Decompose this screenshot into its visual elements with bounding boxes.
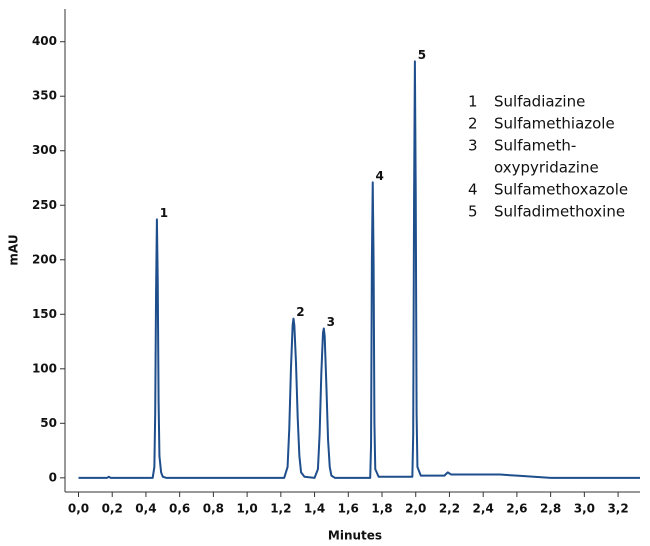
legend-name: Sulfadimethoxine [494,203,625,221]
x-tick-label: 2,6 [506,502,527,516]
y-tick-label: 50 [40,416,57,430]
peak-label: 2 [296,305,304,319]
y-tick-label: 100 [32,361,57,375]
peak-label: 5 [418,48,426,62]
x-tick-label: 1,8 [371,502,392,516]
x-tick-label: 0,0 [68,502,89,516]
legend-number: 4 [468,181,478,199]
y-tick-label: 350 [32,89,57,103]
legend-name: Sulfameth- [494,137,576,155]
x-tick-label: 3,2 [607,502,628,516]
y-tick-label: 0 [49,470,57,484]
x-tick-label: 2,0 [405,502,426,516]
x-tick-label: 0,8 [203,502,224,516]
x-tick-label: 2,4 [473,502,494,516]
y-tick-label: 200 [32,252,57,266]
peak-label: 3 [327,315,335,329]
x-tick-label: 0,4 [135,502,156,516]
x-tick-label: 0,6 [169,502,190,516]
x-tick-label: 1,6 [338,502,359,516]
legend-name: Sulfadiazine [494,93,585,111]
legend-number: 3 [468,137,478,155]
legend-number: 5 [468,203,478,221]
trace [78,60,640,479]
peak-label: 1 [160,206,168,220]
y-tick-label: 150 [32,307,57,321]
y-tick-label: 250 [32,198,57,212]
legend-name: Sulfamethoxazole [494,181,628,199]
y-tick-label: 400 [32,34,57,48]
x-tick-label: 1,2 [270,502,291,516]
x-tick-label: 3,0 [574,502,595,516]
y-tick-label: 300 [32,143,57,157]
peak-label: 4 [376,169,384,183]
legend-name: Sulfamethiazole [494,115,615,133]
legend-number: 1 [468,93,478,111]
x-tick-label: 1,4 [304,502,325,516]
legend-number: 2 [468,115,478,133]
x-tick-label: 2,2 [439,502,460,516]
x-tick-label: 0,2 [102,502,123,516]
x-tick-label: 2,8 [540,502,561,516]
x-axis-label: Minutes [328,529,382,543]
y-axis-label: mAU [7,234,21,265]
legend-name: oxypyridazine [494,159,599,177]
x-tick-label: 1,0 [236,502,257,516]
